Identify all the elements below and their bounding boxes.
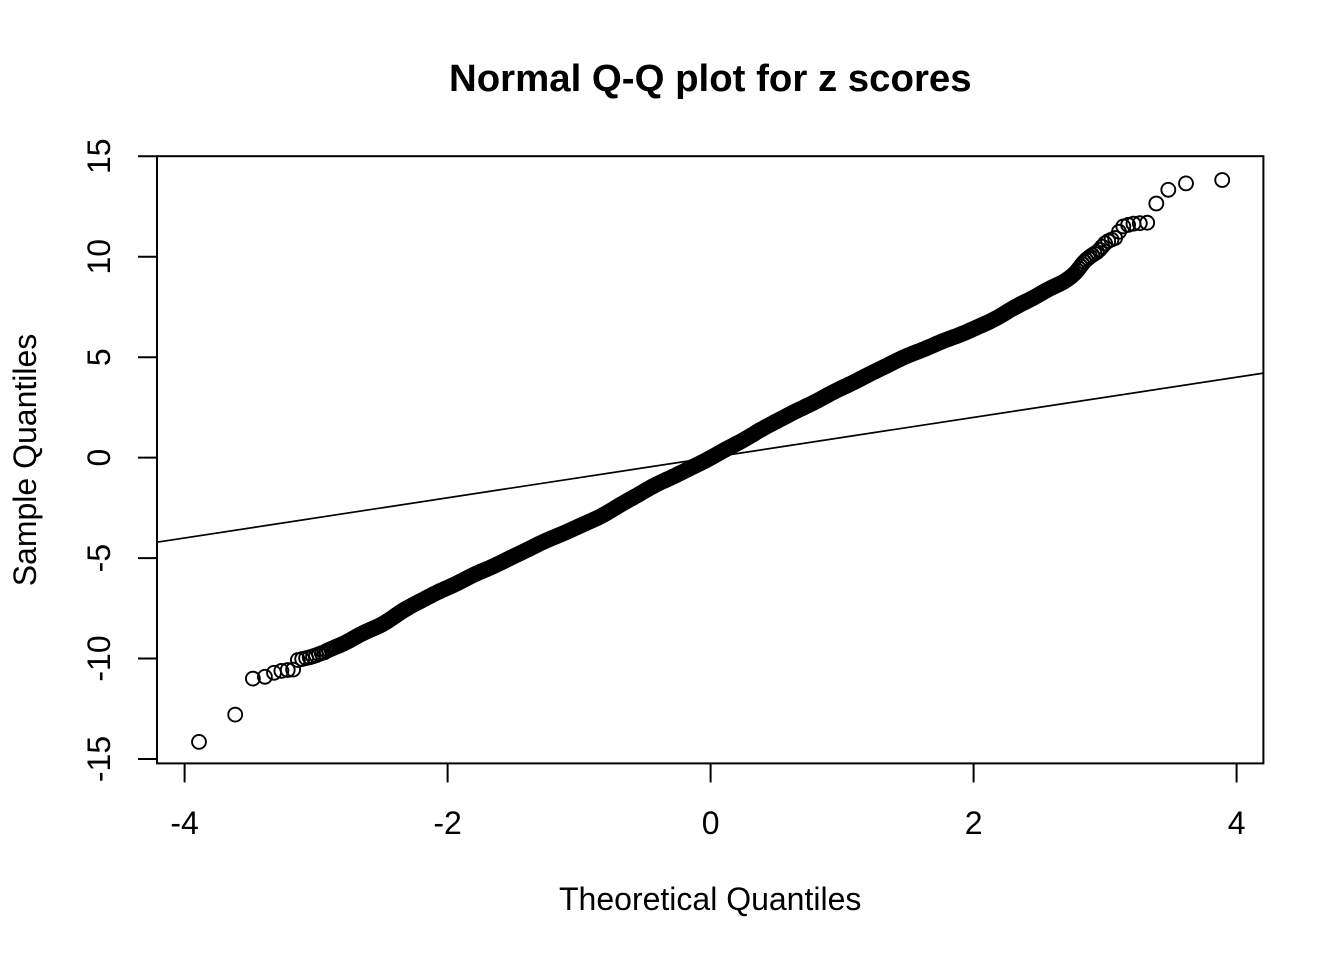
svg-text:-4: -4 bbox=[170, 805, 198, 841]
svg-text:0: 0 bbox=[81, 449, 117, 467]
svg-text:0: 0 bbox=[702, 805, 720, 841]
svg-text:-10: -10 bbox=[81, 635, 117, 681]
svg-text:-15: -15 bbox=[81, 736, 117, 782]
svg-text:Sample Quantiles: Sample Quantiles bbox=[7, 334, 43, 587]
svg-text:-5: -5 bbox=[81, 544, 117, 572]
svg-text:15: 15 bbox=[81, 138, 117, 174]
svg-text:5: 5 bbox=[81, 348, 117, 366]
svg-text:Theoretical Quantiles: Theoretical Quantiles bbox=[559, 881, 861, 917]
svg-text:2: 2 bbox=[965, 805, 983, 841]
svg-text:-2: -2 bbox=[433, 805, 461, 841]
svg-text:4: 4 bbox=[1228, 805, 1246, 841]
svg-text:10: 10 bbox=[81, 239, 117, 275]
svg-text:Normal Q-Q plot for z scores: Normal Q-Q plot for z scores bbox=[449, 57, 972, 100]
